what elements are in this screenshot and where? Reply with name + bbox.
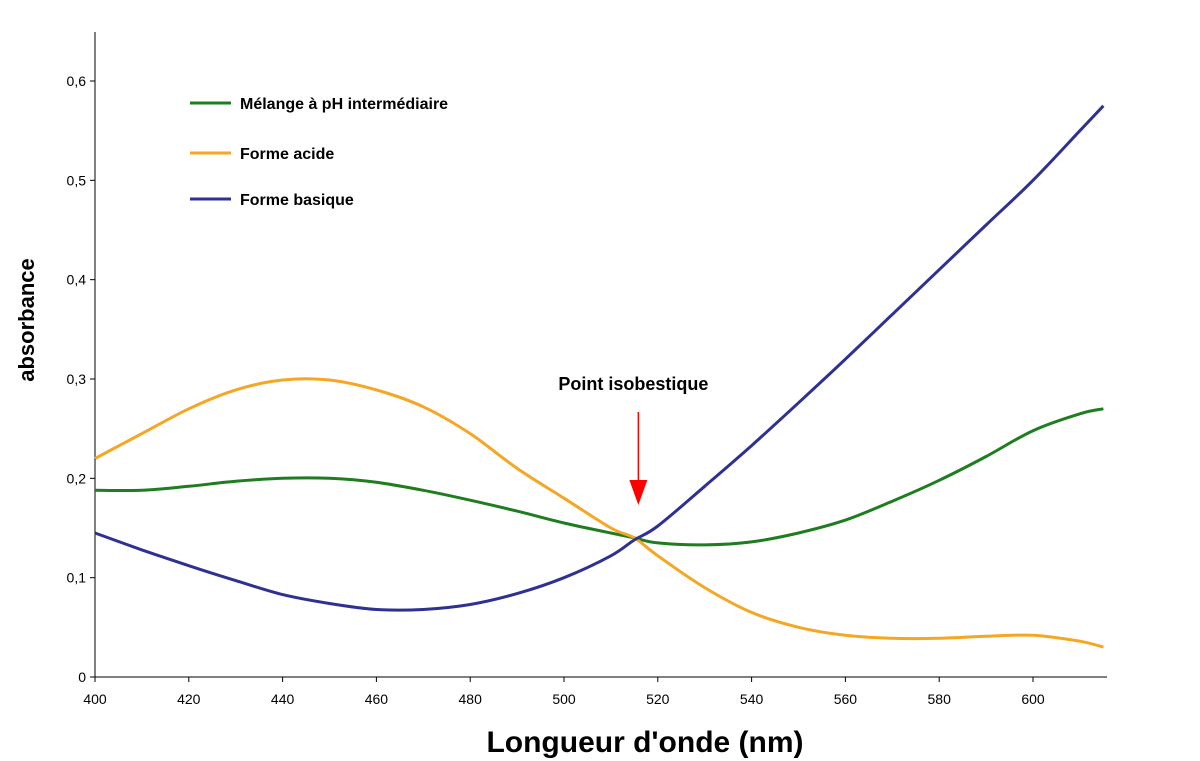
y-tick-label: 0,6 — [67, 73, 87, 89]
y-tick-label: 0,4 — [67, 272, 87, 288]
series-line-acide — [94, 377, 1104, 649]
x-tick-label: 540 — [740, 691, 764, 707]
axes: 0 0,1 0,2 0,3 0,4 0,5 0,6 400 420 440 460 480 500 520… — [67, 32, 1107, 707]
y-axis-title: absorbance — [14, 258, 39, 382]
annotation-label: Point isobestique — [558, 374, 708, 394]
annotation-layer: Point isobestique — [558, 374, 708, 505]
x-tick-label: 480 — [459, 691, 483, 707]
y-tick-label: 0,3 — [67, 371, 87, 387]
x-tick-label: 400 — [83, 691, 107, 707]
annotation-arrowhead — [629, 480, 648, 505]
legend-label: Forme acide — [240, 146, 334, 163]
series-line-basique — [94, 104, 1105, 612]
legend-label: Forme basique — [240, 192, 354, 209]
x-tick-label: 560 — [834, 691, 858, 707]
y-tick-label: 0,1 — [67, 570, 87, 586]
x-axis-title: Longueur d'onde (nm) — [486, 726, 803, 759]
x-tick-label: 440 — [271, 691, 295, 707]
x-tick-label: 420 — [177, 691, 201, 707]
series-layer — [94, 104, 1105, 649]
y-tick-label: 0,5 — [67, 172, 87, 188]
legend: Mélange à pH intermédiaire Forme acide For… — [190, 96, 448, 209]
y-tick-label: 0,2 — [67, 470, 87, 486]
x-tick-label: 580 — [928, 691, 952, 707]
x-tick-label: 460 — [365, 691, 389, 707]
series-line-melange — [94, 407, 1104, 547]
legend-label: Mélange à pH intermédiaire — [240, 96, 448, 113]
x-tick-label: 520 — [646, 691, 670, 707]
x-tick-label: 600 — [1021, 691, 1045, 707]
y-tick-label: 0 — [78, 669, 86, 685]
x-tick-label: 500 — [552, 691, 576, 707]
